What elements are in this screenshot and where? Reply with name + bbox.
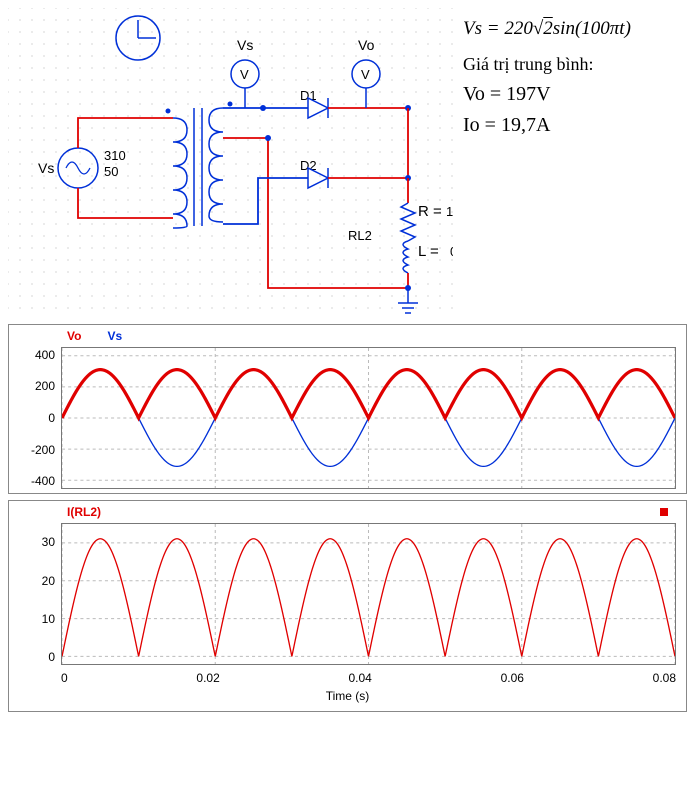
rl2-label: RL2 xyxy=(348,228,372,243)
source-param-1: 50 xyxy=(104,164,118,179)
legend-vs: Vs xyxy=(107,329,122,343)
annotations: Vs = 220√2sin(100πt) Giá trị trung bình:… xyxy=(463,18,693,137)
dot-secondary xyxy=(228,102,233,107)
ac-source: Vs 310 50 xyxy=(38,148,126,188)
transformer xyxy=(166,102,233,229)
vm-vo-label: Vo xyxy=(358,37,375,53)
legend-vo: Vo xyxy=(67,329,81,343)
io-line: Io = 19,7A xyxy=(463,114,693,137)
l-value: 0 xyxy=(450,244,453,259)
vm-vs-symbol: V xyxy=(240,67,249,82)
load-rl2: RL2 R = 10 L = 0 xyxy=(348,178,453,313)
chart1-plot-wrap: 4002000-200-400 xyxy=(9,343,686,493)
diode-d2: D2 xyxy=(300,108,411,188)
chart1-legend: Vo Vs xyxy=(9,325,686,343)
chart2-legend: I(RL2) xyxy=(9,501,686,519)
red-square-icon xyxy=(660,508,668,516)
chart1-yaxis: 4002000-200-400 xyxy=(9,343,61,493)
vs-formula: Vs = 220√2sin(100πt) xyxy=(463,18,693,40)
vs-source-label: Vs xyxy=(38,160,54,176)
avg-heading: Giá trị trung bình: xyxy=(463,54,693,75)
primary-wires xyxy=(78,118,173,218)
vm-vs-label: Vs xyxy=(237,37,253,53)
chart1-svg xyxy=(62,348,675,488)
chart2-svg xyxy=(62,524,675,664)
top-section: Vs 310 50 xyxy=(8,8,687,318)
r-label: R = xyxy=(418,203,442,220)
page-container: Vs 310 50 xyxy=(8,8,687,712)
dot-primary xyxy=(166,109,171,114)
xaxis-ticks-row: 00.020.040.060.08 xyxy=(9,669,686,685)
secondary-wires xyxy=(223,88,408,288)
vo-line: Vo = 197V xyxy=(463,83,693,106)
voltmeter-vs: Vs V xyxy=(231,37,259,88)
diode-d1: D1 xyxy=(263,88,411,118)
legend-irl2: I(RL2) xyxy=(67,505,101,519)
vm-vo-symbol: V xyxy=(361,67,370,82)
schematic-area: Vs 310 50 xyxy=(8,8,453,318)
chart2-yaxis: 3020100 xyxy=(9,519,61,669)
r-value: 10 xyxy=(446,204,453,219)
chart-voltage: Vo Vs 4002000-200-400 xyxy=(8,324,687,494)
chart-current: I(RL2) 3020100 00.020.040.060.08 Time (s… xyxy=(8,500,687,712)
vs-formula-suffix: sin(100πt) xyxy=(553,18,631,39)
xaxis-ticks: 00.020.040.060.08 xyxy=(61,671,676,685)
l-label: L = xyxy=(418,243,439,260)
chart1-plot xyxy=(61,347,676,489)
clock-icon xyxy=(116,16,160,60)
vs-formula-prefix: Vs = 220 xyxy=(463,18,533,39)
xaxis-label: Time (s) xyxy=(9,689,686,711)
source-param-0: 310 xyxy=(104,148,126,163)
schematic-svg: Vs 310 50 xyxy=(8,8,453,318)
chart2-plot-wrap: 3020100 xyxy=(9,519,686,669)
voltmeter-vo: Vo V xyxy=(352,37,380,108)
chart2-plot xyxy=(61,523,676,665)
vs-formula-sqrt: 2 xyxy=(543,18,553,39)
